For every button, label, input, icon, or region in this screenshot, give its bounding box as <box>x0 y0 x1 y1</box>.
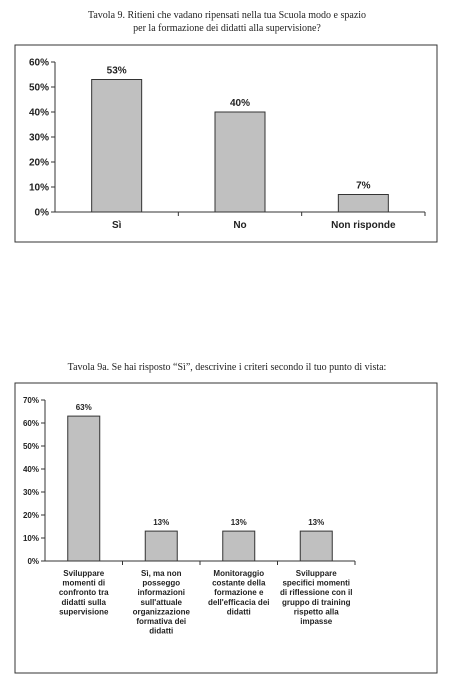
y-tick-label: 60% <box>23 419 39 428</box>
chart-frame <box>14 382 438 674</box>
y-tick-label: 20% <box>23 511 39 520</box>
bar <box>337 194 389 213</box>
bar <box>144 530 178 562</box>
bar <box>222 530 256 562</box>
chart-title: Tavola 9a. Se hai risposto “Sì”, descriv… <box>68 362 387 373</box>
value-label: 53% <box>107 66 127 77</box>
bar <box>214 111 266 213</box>
y-tick-label: 50% <box>29 83 49 94</box>
y-tick-label: 30% <box>29 133 49 144</box>
y-tick-label: 0% <box>35 208 50 219</box>
y-tick-label: 40% <box>29 108 49 119</box>
y-tick-label: 10% <box>29 183 49 194</box>
bar <box>67 415 101 562</box>
y-tick-label: 10% <box>23 534 39 543</box>
y-tick-label: 0% <box>27 557 39 566</box>
y-tick-label: 70% <box>23 396 39 405</box>
chart-frame <box>14 44 438 243</box>
y-tick-label: 40% <box>23 465 39 474</box>
x-tick-label: Non risponde <box>331 220 396 231</box>
value-label: 63% <box>76 403 92 412</box>
x-tick-label: Sì, ma non posseggo informazioni sull'attua… <box>133 569 191 636</box>
y-tick-label: 60% <box>29 58 49 69</box>
value-label: 13% <box>231 518 247 527</box>
x-tick-label: Monitoraggio costante della formazione e de… <box>208 569 269 616</box>
chart-title: per la formazione dei didatti alla super… <box>133 23 321 34</box>
x-tick-label: Sviluppare momenti di confronto tra didatti… <box>59 569 109 616</box>
x-tick-label: No <box>233 220 246 231</box>
value-label: 13% <box>308 518 324 527</box>
y-tick-label: 30% <box>23 488 39 497</box>
value-label: 7% <box>356 181 371 192</box>
bar <box>299 530 333 562</box>
x-tick-label: Sì <box>112 220 122 231</box>
x-tick-label: Sviluppare specifici momenti di riflession… <box>280 569 352 626</box>
y-tick-label: 50% <box>23 442 39 451</box>
value-label: 40% <box>230 98 250 109</box>
chart-title: Tavola 9. Ritieni che vadano ripensati n… <box>88 10 366 21</box>
y-tick-label: 20% <box>29 158 49 169</box>
value-label: 13% <box>153 518 169 527</box>
bar <box>91 79 143 213</box>
